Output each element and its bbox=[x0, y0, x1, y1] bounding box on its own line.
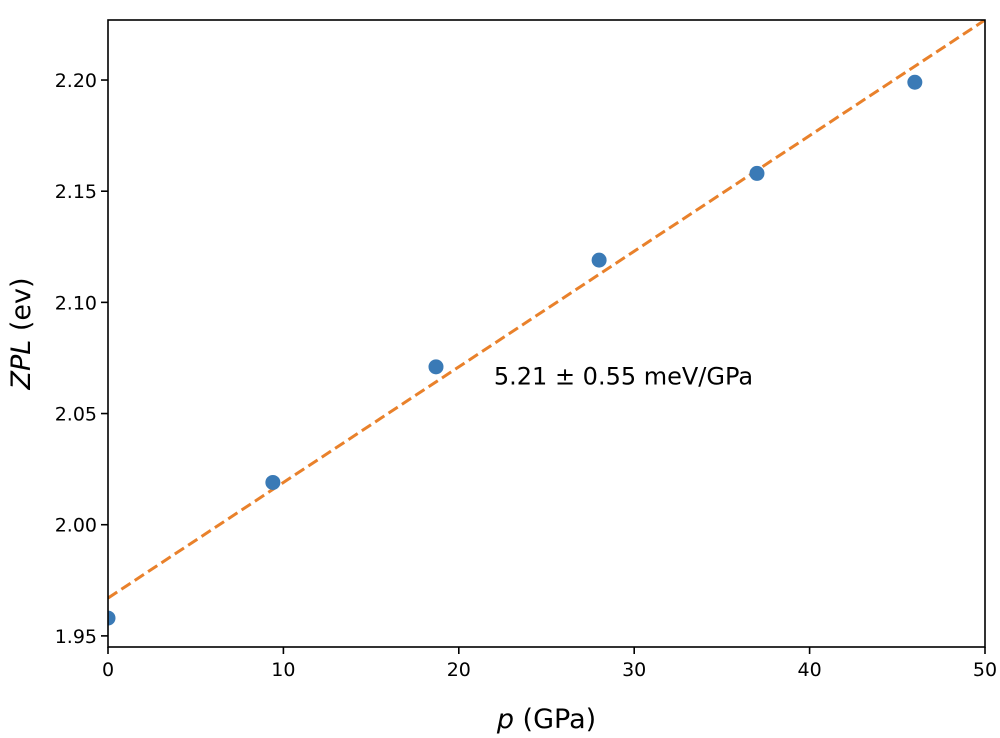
y-tick-label: 2.15 bbox=[55, 181, 97, 203]
data-point bbox=[428, 359, 444, 375]
x-tick-label: 10 bbox=[271, 659, 295, 681]
x-tick-label: 40 bbox=[798, 659, 822, 681]
data-marks bbox=[108, 20, 985, 626]
y-tick-label: 2.20 bbox=[55, 70, 97, 92]
data-point bbox=[591, 252, 607, 268]
y-tick-label: 2.10 bbox=[55, 292, 97, 314]
x-tick-label: 0 bbox=[102, 659, 114, 681]
data-point bbox=[907, 74, 923, 90]
data-point bbox=[749, 165, 765, 181]
x-axis-unit: (GPa) bbox=[514, 704, 596, 735]
y-tick-label: 1.95 bbox=[55, 626, 97, 648]
data-point bbox=[108, 610, 116, 626]
x-axis-variable: p bbox=[496, 704, 514, 735]
slope-annotation: 5.21 ± 0.55 meV/GPa bbox=[494, 363, 753, 391]
data-point bbox=[265, 474, 281, 490]
axes: 0 10 20 30 40 50 1.95 2.00 2.05 2.10 2.15 2.20 bbox=[55, 19, 997, 681]
y-axis-variable: ZPL bbox=[6, 340, 37, 391]
plot-frame bbox=[107, 19, 986, 648]
y-tick-label: 2.05 bbox=[55, 404, 97, 426]
y-tick-label: 2.00 bbox=[55, 515, 97, 537]
x-tick-label: 30 bbox=[622, 659, 646, 681]
x-axis-label: p (GPa) bbox=[496, 704, 596, 735]
x-tick-label: 20 bbox=[447, 659, 471, 681]
fit-line bbox=[108, 20, 985, 600]
y-axis-unit: (ev) bbox=[6, 277, 37, 339]
x-tick-label: 50 bbox=[973, 659, 997, 681]
y-axis-label: ZPL (ev) bbox=[6, 277, 37, 390]
